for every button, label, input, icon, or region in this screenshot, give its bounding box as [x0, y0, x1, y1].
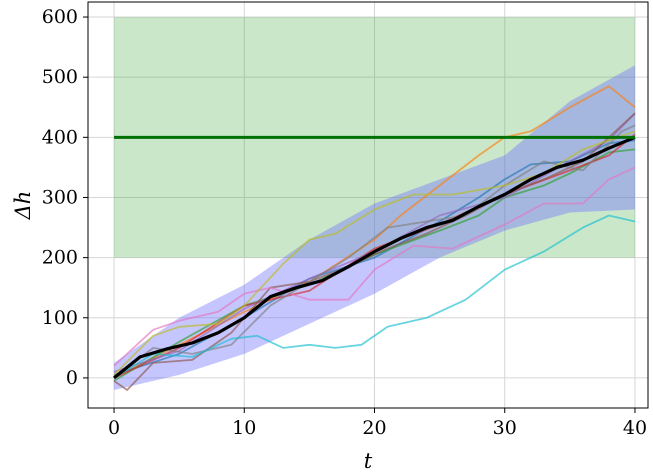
series-line-8	[113, 130, 636, 376]
y-tick-label-6: 600	[42, 6, 78, 28]
plot-frame	[87, 1, 649, 409]
x-tick-label-2: 20	[362, 417, 386, 439]
y-tick-label-1: 100	[42, 307, 78, 329]
y-tick-label-3: 300	[42, 186, 78, 208]
series-layer	[113, 85, 636, 391]
x-tick-label-1: 10	[232, 417, 256, 439]
series-line-6	[113, 166, 636, 367]
series-line-9	[113, 214, 636, 379]
series-line-4	[113, 112, 636, 373]
x-axis-label: t	[364, 449, 373, 473]
y-axis-label: Δh	[11, 191, 35, 221]
x-tick-label-3: 30	[493, 417, 517, 439]
x-tick-label-4: 40	[623, 417, 647, 439]
y-tick-label-0: 0	[66, 367, 78, 389]
series-line-0	[113, 85, 636, 379]
x-tick-label-0: 0	[108, 417, 120, 439]
y-tick-label-2: 200	[42, 247, 78, 269]
y-tick-label-5: 500	[42, 66, 78, 88]
y-tick-label-4: 400	[42, 126, 78, 148]
mean-layer	[112, 135, 636, 380]
mean-line	[112, 135, 636, 380]
